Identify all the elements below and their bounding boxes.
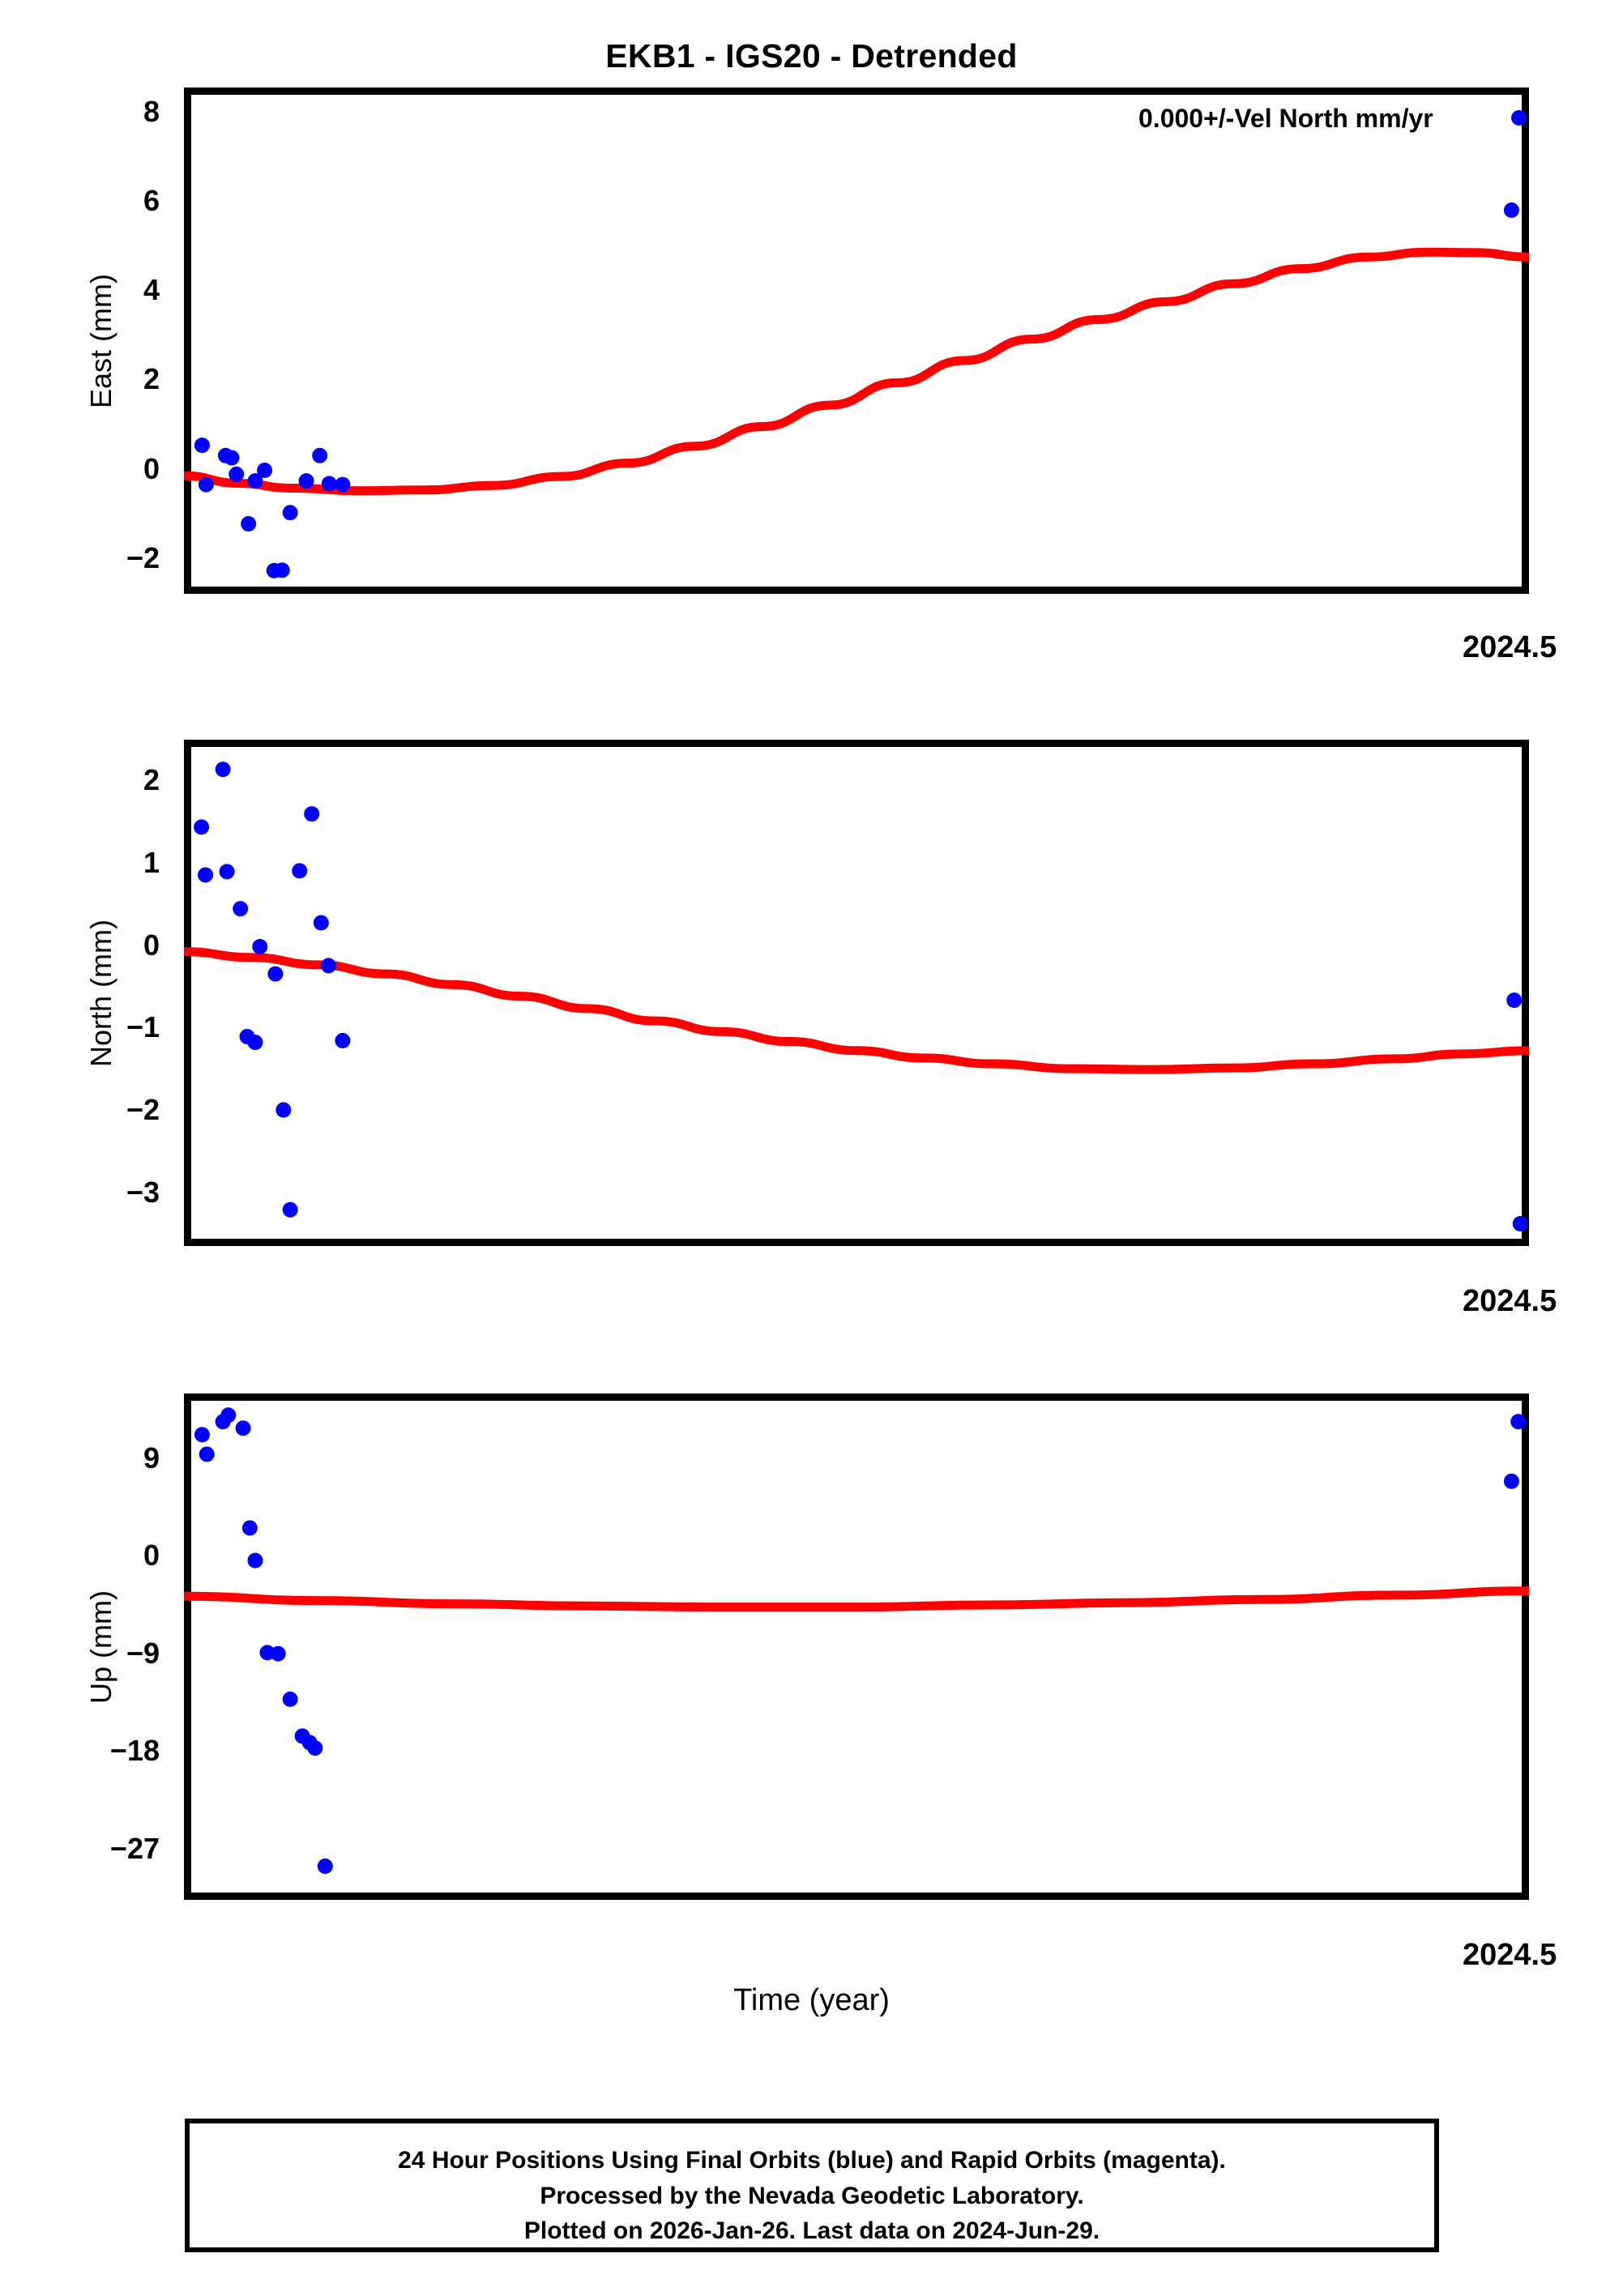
caption-line-3: Plotted on 2026-Jan-26. Last data on 202…	[523, 2217, 1100, 2244]
data-point	[282, 1201, 298, 1218]
data-point	[270, 1645, 286, 1662]
y-tick-label: −1	[126, 1010, 160, 1044]
data-point	[335, 476, 351, 493]
data-point	[282, 1691, 298, 1707]
data-point	[215, 762, 231, 778]
x-end-label-east: 2024.5	[1463, 630, 1557, 664]
data-point	[241, 516, 257, 532]
data-point	[219, 864, 235, 880]
y-tick-label: −18	[109, 1734, 160, 1768]
y-tick-label: −2	[126, 540, 160, 574]
y-tick-label: −2	[126, 1093, 160, 1127]
data-point	[247, 1552, 263, 1568]
panel-up-plot	[184, 1393, 1529, 1900]
data-point	[233, 901, 249, 917]
data-point	[1512, 1216, 1528, 1232]
data-point	[320, 958, 336, 974]
y-tick-label: −27	[109, 1831, 160, 1865]
y-tick-label: 2	[143, 762, 160, 796]
data-point-group	[194, 762, 1528, 1232]
data-point	[312, 447, 328, 463]
data-point	[298, 473, 314, 489]
y-tick-label: −9	[126, 1636, 160, 1670]
data-point	[194, 819, 210, 835]
data-point	[274, 562, 290, 578]
panel-north-plot	[184, 740, 1529, 1246]
y-tick-label: −3	[126, 1175, 160, 1209]
data-point	[275, 1102, 292, 1118]
data-point	[194, 437, 210, 454]
y-tick-label: 0	[143, 1538, 160, 1573]
data-point	[198, 867, 214, 883]
data-point	[313, 915, 329, 931]
y-tick-label: 4	[143, 273, 160, 307]
data-point	[292, 863, 308, 879]
y-tick-label: 9	[143, 1440, 160, 1474]
data-point	[321, 476, 337, 492]
data-point-group	[194, 1407, 1527, 1875]
data-point	[267, 966, 284, 982]
y-tick-label: 2	[143, 362, 160, 396]
caption-line-2: Processed by the Nevada Geodetic Laborat…	[540, 2182, 1084, 2209]
data-point	[247, 1035, 263, 1051]
data-point	[235, 1420, 251, 1436]
data-point	[1510, 1414, 1527, 1430]
caption-line-1: 24 Hour Positions Using Final Orbits (bl…	[398, 2147, 1226, 2174]
data-point	[198, 476, 214, 493]
y-tick-label: 0	[143, 451, 160, 485]
page-title: EKB1 - IGS20 - Detrended	[605, 37, 1018, 75]
y-tick-label: 8	[143, 95, 160, 129]
data-point	[199, 1446, 215, 1462]
data-point	[229, 466, 245, 482]
data-point	[252, 939, 268, 954]
caption-box: 24 Hour Positions Using Final Orbits (bl…	[185, 2119, 1439, 2252]
data-point	[1503, 1473, 1519, 1489]
data-point	[220, 1407, 237, 1423]
data-point	[1503, 202, 1519, 218]
data-point	[224, 450, 240, 466]
panel-east	[184, 87, 1529, 594]
data-point	[317, 1859, 333, 1875]
data-point	[247, 473, 263, 489]
data-point	[194, 1427, 210, 1443]
data-point	[257, 462, 273, 478]
velocity-annotation: 0.000+/-Vel North mm/yr	[1138, 104, 1433, 133]
y-tick-label: 1	[143, 845, 160, 879]
data-point	[1511, 109, 1527, 126]
data-point	[241, 1520, 258, 1536]
data-point	[282, 505, 298, 521]
data-point	[307, 1740, 323, 1756]
panel-north	[184, 740, 1529, 1246]
y-tick-label: 6	[143, 184, 160, 218]
data-point	[1506, 992, 1523, 1009]
panel-up	[184, 1393, 1529, 1900]
data-point-group	[194, 109, 1527, 578]
x-end-label-up: 2024.5	[1463, 1938, 1557, 1972]
data-point	[335, 1033, 351, 1049]
x-end-label-north: 2024.5	[1463, 1284, 1557, 1318]
panel-east-plot	[184, 87, 1529, 594]
data-point	[304, 806, 320, 822]
y-tick-label: 0	[143, 928, 160, 962]
x-axis-label: Time (year)	[733, 1983, 890, 2017]
